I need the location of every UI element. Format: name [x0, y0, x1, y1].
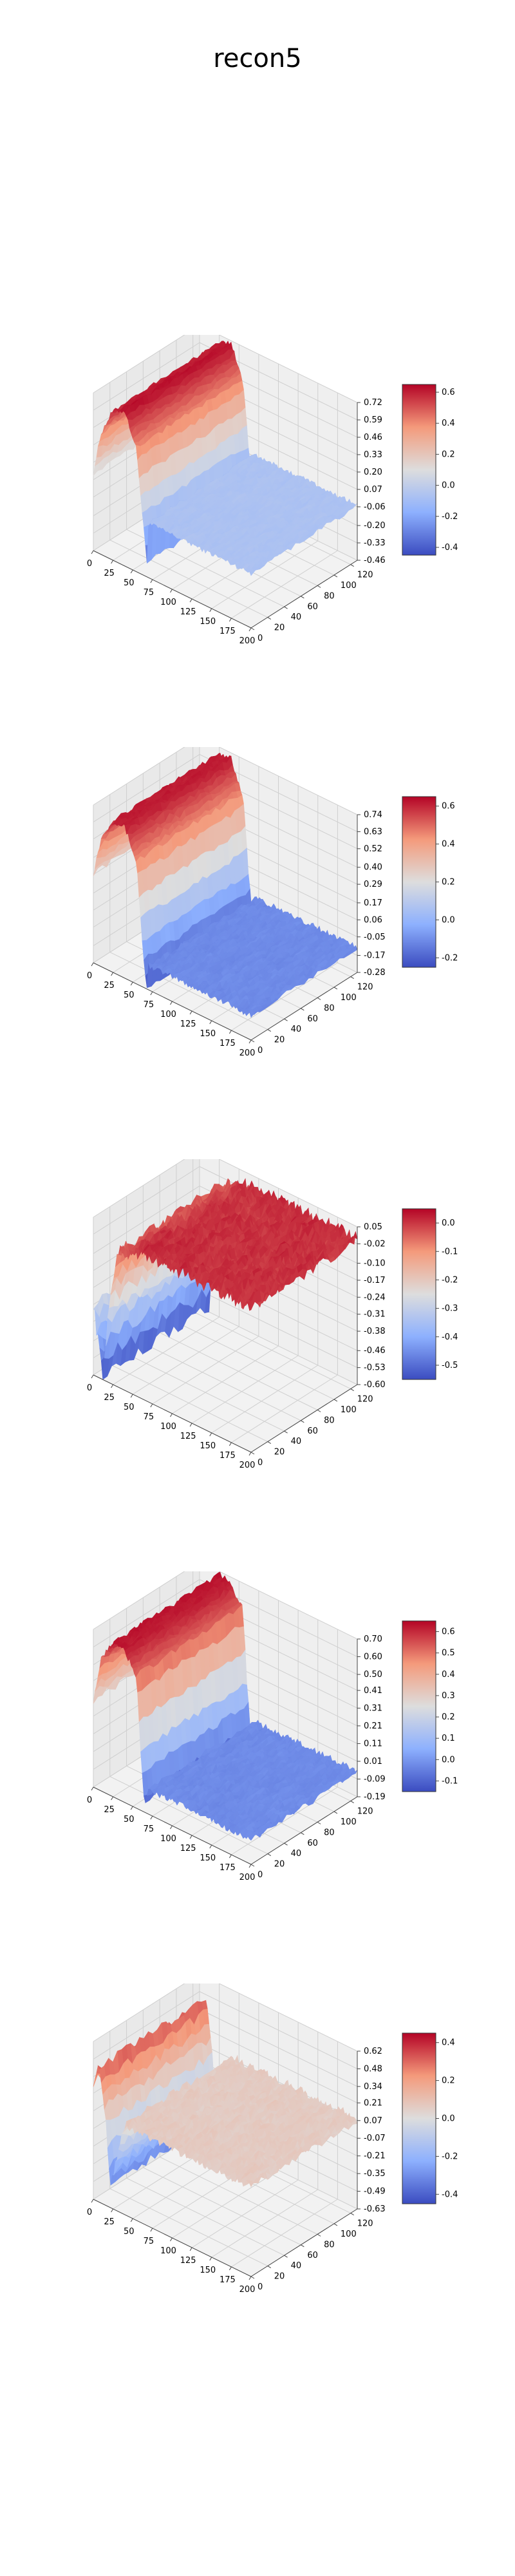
x-tick-mark — [229, 618, 232, 622]
grid-line — [93, 747, 185, 806]
grid-line — [231, 962, 338, 1031]
y-tick-label: 20 — [274, 623, 285, 633]
x-tick-mark — [91, 962, 94, 967]
x-tick-label: 125 — [180, 607, 196, 617]
y-tick-label: 100 — [341, 581, 357, 591]
z-tick-label: -0.46 — [364, 556, 386, 565]
z-tick-label: 0.46 — [364, 433, 382, 442]
x-tick-label: 200 — [239, 636, 256, 646]
colorbar-tick-label: 0.4 — [442, 419, 455, 428]
x-tick-label: 25 — [104, 981, 115, 990]
x-tick-label: 0 — [87, 559, 92, 569]
x-tick-label: 25 — [104, 569, 115, 578]
x-tick-label: 50 — [124, 578, 135, 588]
x-tick-mark — [91, 550, 94, 554]
x-tick-mark — [209, 1020, 212, 1025]
x-tick-mark — [189, 598, 192, 603]
z-tick-label: 0.20 — [364, 468, 382, 477]
y-tick-mark — [350, 564, 354, 567]
x-tick-label: 150 — [200, 617, 216, 627]
y-tick-mark — [267, 617, 272, 620]
y-tick-label: 40 — [291, 612, 302, 622]
x-tick-mark — [170, 589, 173, 593]
grid-line — [93, 753, 200, 822]
y-axis-line — [250, 560, 358, 629]
x-tick-mark — [170, 1001, 173, 1005]
x-tick-label: 150 — [200, 1029, 216, 1039]
x-tick-mark — [130, 569, 133, 574]
surface-plot-2: 0 25 50 75 100 125 150 175 200 0 20 40 60 80 100 120 0.7… — [0, 747, 515, 1198]
colorbar-tick-label: -0.2 — [442, 512, 458, 522]
z-tick-label: 0.59 — [364, 415, 382, 425]
grid-line — [93, 342, 200, 411]
colorbar — [402, 384, 436, 556]
colorbar-tick-label: 0.0 — [442, 481, 455, 491]
z-tick-label: 0.72 — [364, 398, 382, 408]
grid-line — [211, 540, 319, 609]
surface-plot-1: 0 25 50 75 100 125 150 175 200 0 20 40 60 80 100 120 0.7… — [0, 335, 515, 786]
grid-line — [218, 335, 358, 403]
x-tick-label: 0 — [87, 971, 92, 981]
grid-line — [231, 550, 338, 619]
x-tick-label: 75 — [144, 1000, 154, 1010]
grid-line — [109, 540, 268, 618]
x-tick-label: 50 — [124, 990, 135, 1000]
z-tick-label: -0.20 — [364, 521, 386, 531]
x-tick-label: 75 — [144, 588, 154, 598]
x-tick-mark — [150, 579, 153, 583]
x-tick-mark — [111, 560, 114, 564]
y-tick-label: 120 — [357, 571, 373, 580]
y-tick-mark — [301, 596, 304, 599]
x-tick-mark — [189, 1010, 192, 1015]
x-tick-mark — [209, 608, 212, 612]
x-tick-mark — [150, 991, 153, 996]
x-tick-label: 175 — [220, 627, 236, 636]
y-tick-mark — [284, 606, 288, 609]
y-tick-label: 80 — [324, 591, 335, 601]
x-tick-mark — [248, 627, 252, 632]
z-tick-label: -0.06 — [364, 502, 386, 512]
colorbar-tick-label: -0.4 — [442, 543, 458, 553]
surface-patch — [249, 570, 256, 576]
surface-patch — [249, 1011, 256, 1018]
x-tick-label: 100 — [160, 1010, 176, 1019]
x-tick-label: 125 — [180, 1019, 196, 1029]
x-tick-mark — [130, 981, 133, 986]
figure-title: recon5 — [213, 44, 302, 73]
grid-line — [109, 952, 268, 1030]
z-tick-label: 0.33 — [364, 450, 382, 460]
colorbar-tick-label: 0.2 — [442, 450, 455, 459]
colorbar-tick-label: 0.6 — [442, 388, 455, 397]
y-tick-label: 0 — [258, 634, 263, 643]
y-tick-mark — [317, 585, 321, 588]
y-tick-mark — [250, 627, 255, 630]
grid-line — [93, 335, 185, 393]
z-tick-label: -0.33 — [364, 538, 386, 548]
x-tick-mark — [111, 972, 114, 976]
grid-line — [218, 747, 358, 815]
x-tick-label: 100 — [160, 598, 176, 607]
y-tick-label: 60 — [307, 602, 318, 612]
y-axis-line — [250, 972, 358, 1041]
y-tick-mark — [333, 574, 338, 578]
z-tick-label: 0.07 — [364, 485, 382, 495]
